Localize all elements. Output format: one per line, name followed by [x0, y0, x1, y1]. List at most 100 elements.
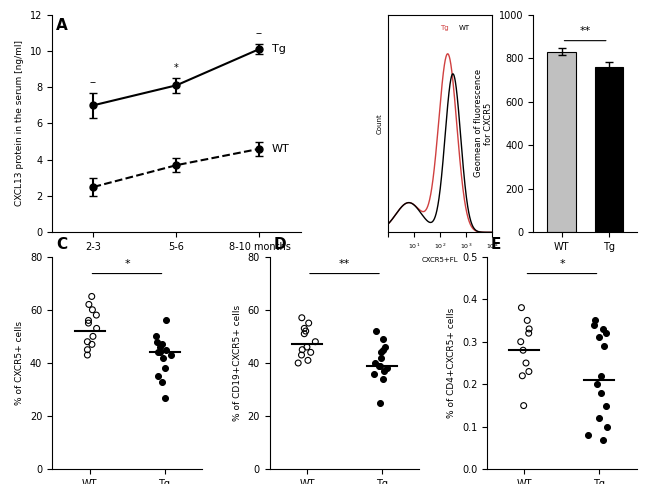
Point: [160, 364, 170, 372]
Point: [157, 378, 167, 385]
Point: [378, 335, 388, 343]
Point: [599, 342, 609, 350]
Point: [516, 304, 526, 312]
Point: [382, 364, 392, 372]
Point: [378, 346, 388, 353]
Point: [523, 329, 534, 337]
Point: [517, 372, 528, 379]
Point: [594, 414, 604, 422]
Point: [83, 319, 94, 327]
Point: [82, 351, 92, 359]
Text: C: C: [56, 237, 67, 252]
Point: [296, 351, 307, 359]
Point: [160, 394, 170, 402]
Text: WT: WT: [459, 26, 470, 31]
Y-axis label: Geomean of fluorescence
for CXCR5: Geomean of fluorescence for CXCR5: [474, 69, 493, 178]
Point: [86, 341, 97, 348]
Point: [590, 317, 600, 324]
Point: [299, 330, 309, 338]
Point: [153, 348, 163, 356]
Point: [82, 338, 92, 346]
Point: [302, 343, 312, 351]
Point: [594, 333, 604, 341]
Point: [161, 346, 171, 353]
Point: [87, 306, 98, 314]
Text: Tg: Tg: [440, 26, 448, 31]
Point: [596, 372, 606, 379]
Point: [155, 343, 165, 351]
Point: [598, 325, 608, 333]
Point: [524, 325, 534, 333]
Text: *: *: [124, 259, 130, 269]
Y-axis label: CXCL13 protein in the serum [ng/ml]: CXCL13 protein in the serum [ng/ml]: [16, 41, 24, 206]
Point: [601, 329, 611, 337]
Y-axis label: % of CXCR5+ cells: % of CXCR5+ cells: [16, 321, 24, 405]
Point: [155, 348, 166, 356]
Point: [161, 317, 171, 324]
Point: [88, 333, 98, 340]
Point: [601, 423, 612, 431]
Point: [304, 319, 314, 327]
Point: [369, 370, 379, 378]
Point: [297, 346, 307, 353]
Point: [86, 292, 97, 300]
Point: [380, 343, 391, 351]
Point: [582, 432, 593, 439]
Point: [306, 348, 316, 356]
Text: D: D: [273, 237, 286, 252]
Point: [375, 362, 385, 370]
Point: [82, 346, 92, 353]
Text: B: B: [352, 0, 363, 3]
Point: [378, 375, 389, 383]
Text: **: **: [339, 259, 350, 269]
Point: [293, 359, 304, 367]
Text: *: *: [559, 259, 565, 269]
Text: E: E: [491, 237, 501, 252]
Point: [598, 436, 608, 443]
Point: [376, 348, 387, 356]
Y-axis label: % of CD19+CXCR5+ cells: % of CD19+CXCR5+ cells: [233, 305, 242, 421]
Point: [601, 402, 612, 409]
Text: A: A: [56, 18, 68, 33]
Point: [91, 311, 101, 319]
Point: [596, 389, 606, 397]
Point: [524, 368, 534, 376]
Point: [515, 338, 526, 346]
Point: [370, 359, 380, 367]
Text: *: *: [174, 62, 179, 73]
Point: [92, 324, 102, 332]
Point: [151, 333, 161, 340]
Point: [296, 314, 307, 321]
Point: [378, 367, 389, 375]
Text: WT: WT: [272, 144, 290, 154]
Point: [159, 354, 169, 362]
Text: --: --: [90, 77, 97, 87]
Point: [310, 338, 320, 346]
Y-axis label: % of CD4+CXCR5+ cells: % of CD4+CXCR5+ cells: [447, 308, 456, 418]
Text: Tg: Tg: [272, 44, 286, 54]
Point: [370, 327, 381, 335]
X-axis label: CXCR5+FL: CXCR5+FL: [422, 257, 458, 263]
Point: [521, 359, 531, 367]
Bar: [595, 67, 623, 232]
Point: [592, 380, 602, 388]
Point: [84, 301, 94, 308]
Point: [83, 317, 94, 324]
Bar: [547, 52, 576, 232]
Text: **: **: [580, 26, 591, 36]
Point: [300, 327, 311, 335]
Point: [166, 351, 176, 359]
Point: [376, 354, 386, 362]
Point: [153, 373, 163, 380]
Point: [589, 321, 599, 329]
Point: [518, 347, 528, 354]
Point: [522, 317, 532, 324]
Point: [303, 356, 313, 364]
Point: [519, 402, 529, 409]
Y-axis label: Count: Count: [376, 113, 382, 134]
Point: [151, 338, 162, 346]
Point: [299, 324, 309, 332]
Point: [375, 399, 385, 407]
Text: --: --: [256, 28, 263, 38]
Point: [374, 362, 384, 370]
